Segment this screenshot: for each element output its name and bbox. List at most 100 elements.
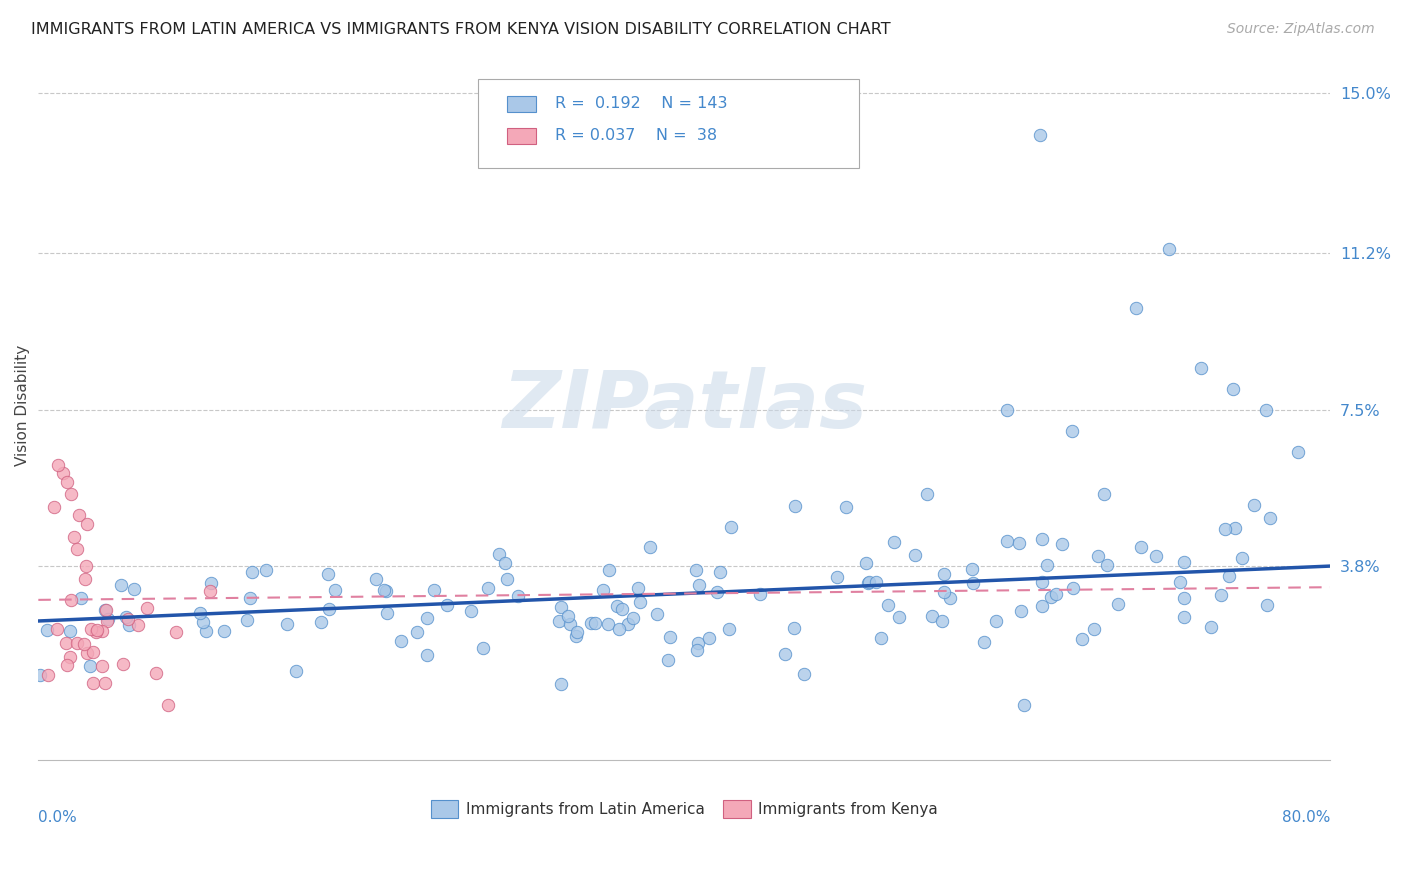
Point [1256,598,1278,612]
Point [97,612,120,626]
Point [193,615,215,629]
Point [117,612,139,626]
Point [1222,382,1244,396]
Point [1031,532,1053,546]
Point [73,637,96,651]
Point [112,657,135,672]
Point [508,589,530,603]
Point [1045,586,1067,600]
Point [904,548,927,562]
Point [934,584,956,599]
Point [145,665,167,680]
Point [135,601,157,615]
Point [45,622,67,636]
Point [127,618,149,632]
Point [1130,541,1153,555]
Point [254,563,277,577]
Text: R =  0.192    N = 143: R = 0.192 N = 143 [555,96,728,112]
Point [1062,581,1084,595]
Point [560,617,582,632]
Point [1031,599,1053,614]
Point [1173,591,1195,606]
Point [1213,522,1236,536]
Point [938,591,960,606]
Point [76,516,98,531]
Point [80,622,103,636]
Point [73,572,96,586]
Point [96,614,118,628]
Point [1060,424,1083,438]
Point [124,582,146,596]
Point [870,632,893,646]
Point [91,659,114,673]
Point [1189,360,1212,375]
Point [1010,604,1032,618]
Point [883,535,905,549]
Point [1168,574,1191,589]
Point [592,583,614,598]
Point [1258,511,1281,525]
Point [1211,588,1233,602]
Point [30,668,52,682]
Point [697,632,720,646]
Point [610,602,633,616]
Point [460,604,482,618]
Y-axis label: Vision Disability: Vision Disability [15,345,30,467]
Point [1092,487,1115,501]
Point [686,636,709,650]
Point [1012,698,1035,713]
Point [1007,536,1029,550]
Point [616,616,638,631]
Point [110,578,132,592]
Point [835,500,858,514]
Point [1083,622,1105,636]
Point [583,615,606,630]
Point [748,587,770,601]
Point [75,559,97,574]
Point [200,576,222,591]
Bar [508,96,536,112]
Point [579,615,602,630]
Point [1157,242,1180,256]
Point [962,575,984,590]
Point [986,614,1008,628]
Point [606,599,628,613]
Point [59,649,82,664]
Point [93,676,115,690]
Point [1173,610,1195,624]
Point [856,576,879,591]
Point [607,622,630,636]
Point [309,615,332,629]
Point [686,642,709,657]
Point [416,648,439,662]
Point [1039,590,1062,604]
Point [59,624,82,638]
Text: Source: ZipAtlas.com: Source: ZipAtlas.com [1227,22,1375,37]
Point [783,621,806,635]
Point [995,402,1018,417]
Point [488,547,510,561]
Point [688,577,710,591]
Point [995,533,1018,548]
Point [494,556,516,570]
Point [773,647,796,661]
Point [239,591,262,605]
Point [1254,402,1277,417]
Point [76,646,98,660]
Point [783,499,806,513]
Point [564,629,586,643]
Point [645,607,668,622]
Point [82,675,104,690]
Point [1050,537,1073,551]
Point [1031,575,1053,590]
Point [405,624,427,639]
Point [628,595,651,609]
Point [1243,498,1265,512]
Point [887,610,910,624]
Point [793,666,815,681]
Point [118,618,141,632]
Text: 0.0%: 0.0% [38,810,77,825]
Point [596,616,619,631]
Point [236,614,259,628]
Point [375,606,398,620]
